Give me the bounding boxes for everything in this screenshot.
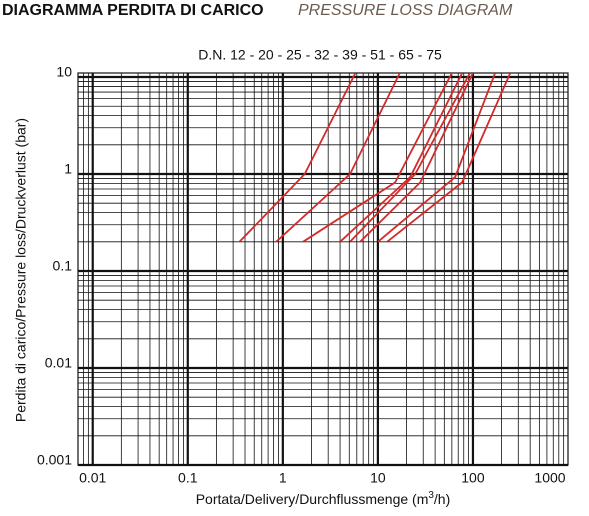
x-tick-label: 10 [370, 470, 386, 486]
x-tick-label: 1 [279, 470, 287, 486]
pressure-loss-line [349, 73, 471, 243]
lines [238, 73, 512, 243]
x-tick-label: 100 [461, 470, 485, 486]
x-tick-label: 1000 [534, 470, 565, 486]
x-tick-label: 0.1 [178, 470, 198, 486]
x-axis-label-sup: 3 [428, 490, 434, 501]
pressure-loss-line [275, 73, 401, 243]
chart-subtitle: D.N. 12 - 20 - 25 - 32 - 39 - 51 - 65 - … [198, 47, 442, 63]
x-tick-label: 0.01 [79, 470, 106, 486]
y-tick-label: 0.001 [37, 452, 72, 468]
y-tick-label: 1 [64, 161, 72, 177]
y-tick-label: 10 [56, 64, 72, 80]
chart-title-en: PRESSURE LOSS DIAGRAM [298, 2, 513, 19]
chart-title: DIAGRAMMA PERDITA DI CARICO [2, 2, 264, 19]
pressure-loss-line [339, 73, 463, 243]
pressure-loss-line [238, 73, 357, 243]
pressure-loss-line [386, 73, 512, 243]
x-axis-label-part: /h) [434, 491, 450, 507]
x-axis-label: Portata/Delivery/Durchflussmenge (m3/h) [196, 490, 451, 507]
y-tick-label: 0.01 [45, 355, 72, 371]
y-tick-label: 0.1 [53, 258, 73, 274]
pressure-loss-line [302, 73, 453, 243]
y-axis-label: Perdita di carico/Pressure loss/Druckver… [13, 118, 29, 422]
x-axis-label-part: Portata/Delivery/Durchflussmenge (m [196, 491, 429, 507]
grid: 0.01 0.1 1 10 100 1000 0.001 0.01 0.1 1 10 [37, 64, 569, 486]
pressure-loss-line [377, 73, 496, 243]
pressure-loss-line [359, 73, 474, 243]
plot-frame [77, 72, 569, 466]
